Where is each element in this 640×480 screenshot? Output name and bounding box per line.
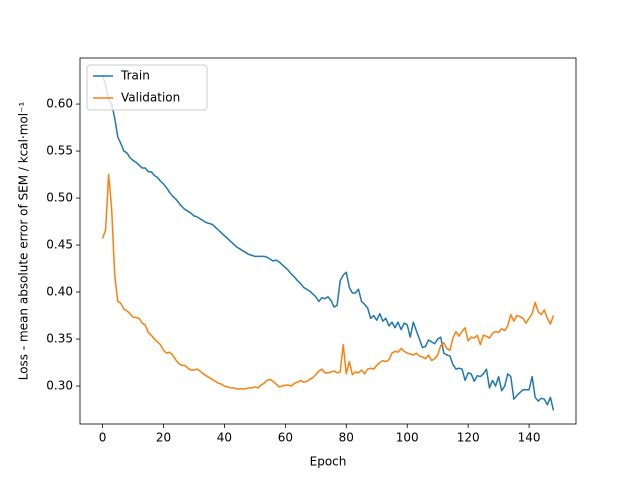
x-axis-label: Epoch — [310, 455, 347, 469]
y-tick-label: 0.30 — [46, 379, 73, 393]
legend-label: Train — [120, 69, 150, 83]
y-tick-label: 0.55 — [46, 144, 73, 158]
x-tick-label: 20 — [156, 431, 171, 445]
legend-label: Validation — [121, 91, 180, 105]
y-axis-label: Loss - mean absolute error of SEM / kcal… — [17, 102, 31, 381]
axes-frame — [79, 57, 577, 425]
line-series — [101, 173, 555, 390]
x-tick-label: 140 — [518, 431, 541, 445]
x-tick-label: 0 — [99, 431, 107, 445]
x-tick-label: 100 — [396, 431, 419, 445]
y-tick-label: 0.45 — [46, 238, 73, 252]
x-tick-label: 60 — [278, 431, 293, 445]
x-tick-label: 40 — [217, 431, 232, 445]
legend-box — [86, 64, 208, 111]
line-series — [101, 74, 555, 411]
y-tick-label: 0.35 — [46, 332, 73, 346]
plot-area — [80, 58, 576, 424]
y-tick-label: 0.50 — [46, 191, 73, 205]
x-tick-label: 80 — [339, 431, 354, 445]
y-tick-label: 0.60 — [46, 97, 73, 111]
y-tick-label: 0.40 — [46, 285, 73, 299]
x-tick-label: 120 — [457, 431, 480, 445]
